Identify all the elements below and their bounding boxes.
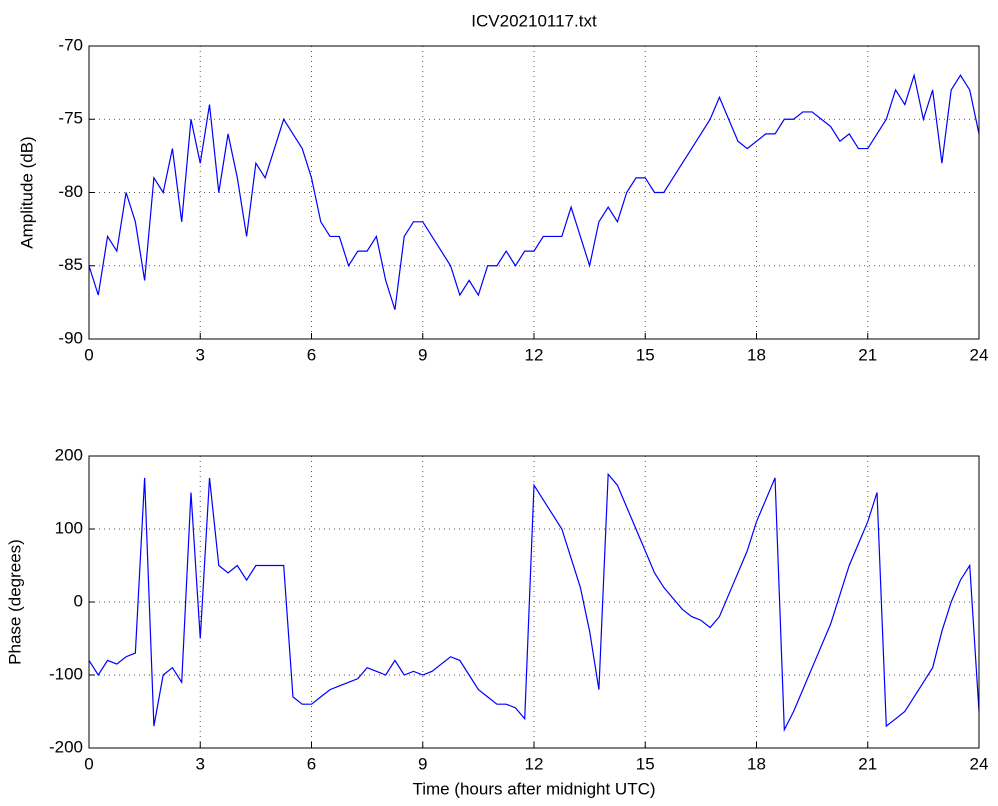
x-tick-label: 3 [196,754,205,773]
plot-frame [88,45,980,340]
x-tick-label: 18 [747,754,766,773]
y-axis-label: Phase (degrees) [5,539,24,665]
x-tick-label: 9 [418,345,427,364]
x-tick-label: 9 [418,754,427,773]
x-tick-label: 21 [858,754,877,773]
x-tick-label: 12 [525,754,544,773]
x-tick-label: 18 [747,345,766,364]
y-tick-label: -70 [58,35,83,54]
x-tick-label: 24 [970,754,989,773]
y-tick-label: -100 [49,664,83,683]
x-tick-label: 15 [636,754,655,773]
x-tick-label: 6 [307,754,316,773]
y-tick-label: -80 [58,182,83,201]
x-tick-label: 24 [970,345,989,364]
x-axis-label: Time (hours after midnight UTC) [412,779,655,798]
plot-frame [88,455,980,749]
x-tick-label: 15 [636,345,655,364]
y-tick-label: 100 [55,518,83,537]
data-line [88,472,980,733]
y-axis-label: Amplitude (dB) [17,136,36,248]
y-tick-label: 0 [74,591,83,610]
x-tick-label: 12 [525,345,544,364]
x-tick-label: 6 [307,345,316,364]
chart-title: ICV20210117.txt [471,11,597,30]
x-tick-label: 21 [858,345,877,364]
x-tick-label: 0 [84,345,93,364]
x-tick-label: 0 [84,754,93,773]
y-tick-label: -85 [58,255,83,274]
y-tick-label: -75 [58,109,83,128]
y-tick-label: -200 [49,737,83,756]
data-line [88,72,980,310]
y-tick-label: -90 [58,328,83,347]
y-tick-label: 200 [55,445,83,464]
x-tick-label: 3 [196,345,205,364]
